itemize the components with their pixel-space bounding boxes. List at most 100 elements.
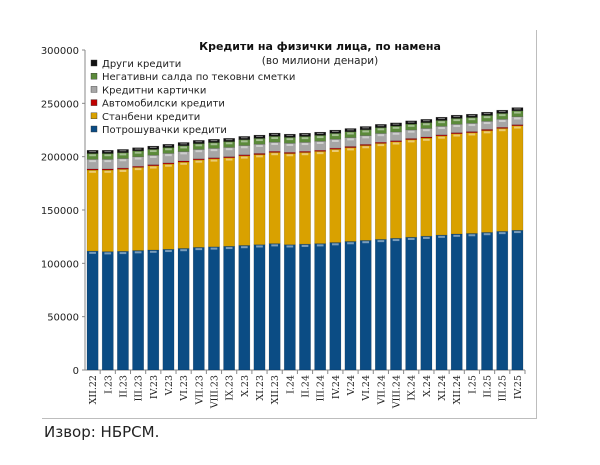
bar-highlight bbox=[438, 136, 445, 139]
bar-segment bbox=[390, 238, 402, 371]
x-tick-label: VI.23 bbox=[179, 375, 190, 402]
bar-group bbox=[405, 120, 418, 371]
legend-swatch bbox=[90, 125, 98, 133]
bar-segment bbox=[132, 167, 144, 251]
bar-highlight bbox=[195, 141, 203, 143]
bar-highlight bbox=[483, 112, 491, 115]
bar-segment bbox=[390, 125, 402, 133]
bar-segment bbox=[268, 243, 281, 371]
bar-segment bbox=[223, 246, 236, 371]
bar-group bbox=[359, 126, 372, 371]
bar-segment bbox=[374, 239, 387, 371]
bar-segment bbox=[162, 144, 175, 148]
y-tick-label: 150000 bbox=[41, 206, 79, 217]
bar-highlight bbox=[165, 145, 172, 147]
bar-highlight bbox=[225, 158, 233, 161]
bar-highlight bbox=[149, 166, 157, 169]
bar-segment bbox=[132, 147, 144, 152]
bar-highlight bbox=[240, 156, 248, 159]
bar-segment bbox=[481, 130, 493, 233]
x-tick-label: I.25 bbox=[467, 375, 478, 394]
x-tick-label: XI.24 bbox=[437, 375, 448, 401]
bar-highlight bbox=[392, 142, 400, 145]
bar-segment bbox=[374, 124, 387, 128]
bar-highlight bbox=[362, 241, 370, 244]
bar-segment bbox=[314, 243, 327, 371]
bar-segment bbox=[177, 161, 190, 249]
bar-segment bbox=[177, 248, 190, 371]
bar-highlight bbox=[301, 134, 309, 136]
bar-segment bbox=[314, 151, 327, 244]
bar-segment bbox=[496, 231, 509, 371]
bar-segment bbox=[147, 165, 160, 251]
bar-highlight bbox=[331, 150, 339, 152]
bar-highlight bbox=[104, 170, 112, 173]
bar-segment bbox=[223, 157, 236, 247]
bar-highlight bbox=[225, 148, 233, 151]
bar-group bbox=[223, 138, 236, 371]
bar-highlight bbox=[392, 126, 400, 129]
x-tick-label: V.23 bbox=[164, 375, 175, 396]
bar-highlight bbox=[347, 148, 354, 151]
bar-segment bbox=[101, 150, 114, 154]
bar-highlight bbox=[301, 137, 309, 140]
bar-segment bbox=[283, 133, 296, 138]
bar-segment bbox=[511, 110, 524, 117]
bar-highlight bbox=[377, 144, 385, 147]
bar-highlight bbox=[104, 252, 112, 255]
bar-group bbox=[314, 131, 327, 371]
legend-label: Кредитни картички bbox=[102, 85, 206, 96]
bar-segment bbox=[208, 139, 220, 143]
bar-highlight bbox=[134, 148, 142, 150]
bar-highlight bbox=[423, 236, 430, 239]
x-tick-label: IV.24 bbox=[331, 375, 342, 399]
bar-highlight bbox=[225, 247, 233, 250]
y-tick-label: 300000 bbox=[41, 46, 79, 57]
bar-segment bbox=[435, 116, 448, 121]
bar-segment bbox=[390, 141, 402, 239]
bar-segment bbox=[192, 247, 205, 371]
bar-group bbox=[238, 136, 251, 371]
bar-highlight bbox=[210, 143, 218, 146]
bar-segment bbox=[117, 251, 129, 371]
bar-segment bbox=[329, 148, 342, 243]
bar-highlight bbox=[271, 153, 279, 156]
bar-segment bbox=[177, 142, 190, 146]
bar-segment bbox=[405, 236, 418, 371]
bar-highlight bbox=[256, 139, 263, 142]
legend-swatch bbox=[90, 59, 98, 67]
x-tick-label: X.24 bbox=[422, 375, 433, 397]
legend-item: Кредитни картички bbox=[90, 85, 206, 96]
bar-highlight bbox=[514, 117, 521, 120]
bar-highlight bbox=[89, 170, 96, 173]
bar-highlight bbox=[453, 115, 461, 118]
x-tick-label: II.23 bbox=[118, 375, 129, 398]
bar-highlight bbox=[407, 121, 415, 123]
bar-highlight bbox=[514, 108, 521, 110]
bar-group bbox=[299, 132, 311, 371]
bar-highlight bbox=[407, 124, 415, 127]
bar-highlight bbox=[483, 233, 491, 236]
bar-segment bbox=[162, 249, 175, 371]
bar-highlight bbox=[225, 139, 233, 141]
bar-highlight bbox=[483, 131, 491, 134]
legend-item: Станбени кредити bbox=[90, 112, 200, 123]
bar-highlight bbox=[180, 152, 187, 155]
bar-highlight bbox=[271, 244, 279, 247]
bar-segment bbox=[253, 134, 266, 139]
bar-highlight bbox=[180, 162, 187, 165]
bar-highlight bbox=[149, 146, 157, 148]
bar-highlight bbox=[165, 250, 172, 253]
bar-group bbox=[177, 142, 190, 371]
bar-highlight bbox=[240, 137, 248, 139]
bar-group bbox=[162, 144, 175, 371]
bar-highlight bbox=[316, 132, 324, 134]
bar-group bbox=[253, 134, 266, 371]
bar-highlight bbox=[377, 134, 385, 137]
bar-highlight bbox=[195, 150, 203, 153]
bar-segment bbox=[344, 241, 357, 371]
bar-segment bbox=[405, 139, 418, 238]
bar-highlight bbox=[301, 143, 309, 146]
bar-segment bbox=[223, 138, 236, 142]
bar-segment bbox=[238, 154, 251, 157]
